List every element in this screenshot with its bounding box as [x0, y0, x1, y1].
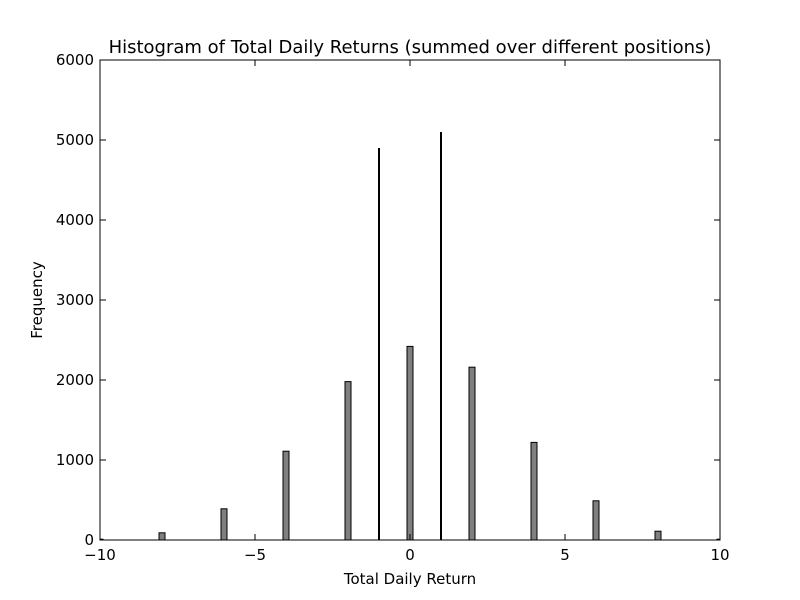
bars-layer: [99, 132, 721, 541]
x-tick-label: −5: [244, 546, 266, 564]
histogram-bar: [378, 148, 380, 540]
histogram-bar: [344, 381, 352, 541]
ticks-layer: −10 −5 0 5 10 0 1000 2000 3000 4000 5000 6000: [56, 51, 730, 564]
y-tick-label: 0: [84, 531, 94, 549]
y-tick-label: 1000: [56, 451, 94, 469]
x-tick-label: 0: [405, 546, 415, 564]
y-tick-label: 2000: [56, 371, 94, 389]
chart-title: Histogram of Total Daily Returns (summed…: [109, 37, 712, 58]
histogram-bar: [468, 366, 476, 541]
histogram-bar: [654, 530, 662, 541]
histogram-bar: [530, 441, 538, 541]
histogram-bar: [440, 132, 442, 540]
x-tick-label: 10: [710, 546, 729, 564]
histogram-bar: [592, 500, 600, 541]
y-tick-label: 4000: [56, 211, 94, 229]
histogram-bar: [406, 345, 414, 541]
histogram-bar: [282, 450, 290, 541]
y-tick-label: 3000: [56, 291, 94, 309]
x-tick-label: −10: [84, 546, 116, 564]
x-tick-label: 5: [560, 546, 570, 564]
x-axis-label: Total Daily Return: [343, 570, 476, 588]
y-tick-label: 5000: [56, 131, 94, 149]
histogram-bar: [158, 532, 166, 541]
y-axis-label: Frequency: [28, 261, 46, 339]
y-tick-label: 6000: [56, 51, 94, 69]
histogram-bar: [220, 508, 228, 541]
